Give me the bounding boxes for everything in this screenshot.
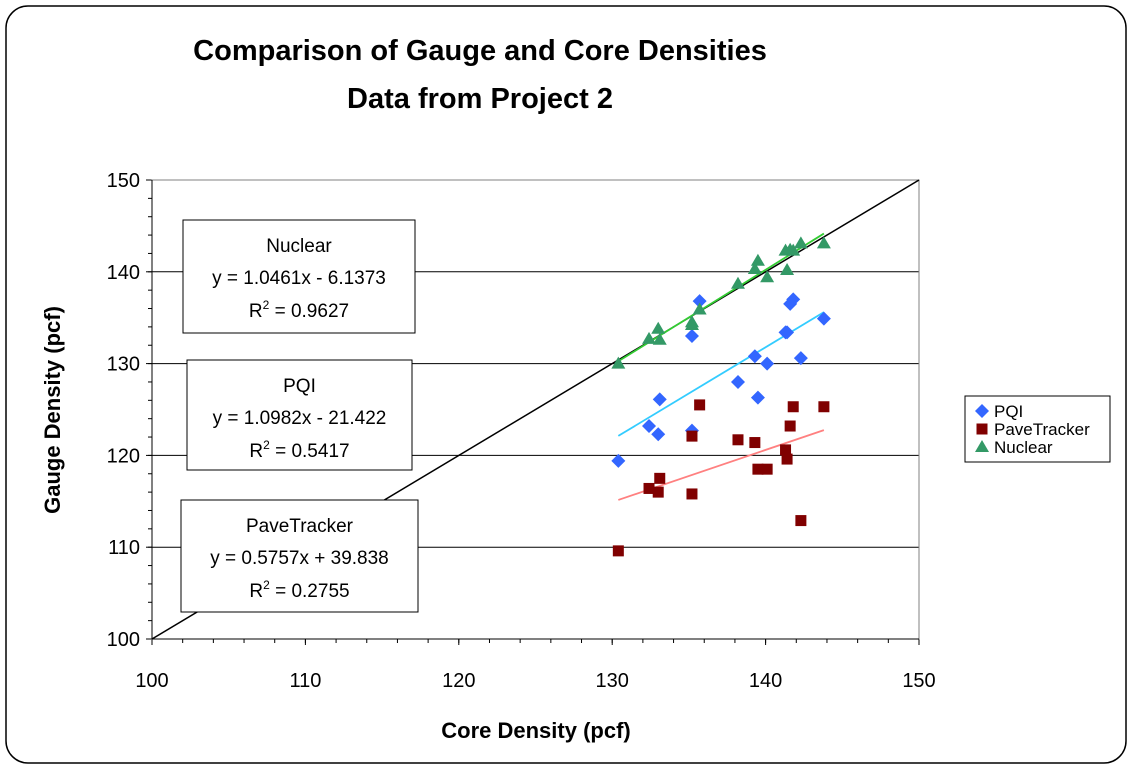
r2-sup: 2: [263, 298, 270, 312]
annotation-box: [182, 219, 416, 334]
x-axis-title: Core Density (pcf): [441, 718, 630, 743]
y-tick-label: 140: [107, 262, 140, 284]
data-point: [651, 321, 666, 334]
r2-rest: = 0.2755: [270, 581, 350, 602]
legend-marker: [976, 423, 988, 435]
x-tick-label: 110: [289, 670, 321, 692]
legend-marker: [975, 440, 989, 452]
data-point: [784, 420, 796, 432]
r2-rest: = 0.9627: [269, 301, 349, 322]
y-tick-label: 130: [107, 354, 140, 376]
annotation-box: [180, 499, 419, 613]
annotation-equation: y = 1.0982x - 21.422: [213, 408, 387, 429]
data-point: [793, 351, 808, 366]
data-point: [780, 444, 792, 456]
data-point: [692, 294, 707, 309]
data-point: [793, 236, 808, 249]
annotation-r2: R2 = 0.5417: [249, 438, 349, 462]
data-point: [642, 331, 657, 344]
data-point: [780, 262, 795, 275]
data-point: [652, 486, 664, 498]
data-point: [760, 356, 775, 371]
data-point: [786, 243, 801, 256]
r2-rest: = 0.5417: [270, 441, 350, 462]
data-point: [643, 482, 655, 494]
data-point: [642, 419, 657, 434]
y-tick-label: 120: [107, 445, 140, 467]
annotation-name: PaveTracker: [246, 516, 354, 537]
data-point: [747, 349, 762, 364]
data-point: [612, 545, 624, 557]
data-point: [781, 453, 793, 465]
data-point: [816, 311, 831, 326]
data-point: [750, 253, 765, 266]
data-point: [752, 463, 764, 475]
annotation-equation: y = 0.5757x + 39.838: [210, 548, 389, 569]
data-point: [818, 401, 830, 413]
r2-base: R: [249, 441, 263, 462]
annotation-r2: R2 = 0.2755: [249, 578, 349, 602]
data-point: [652, 392, 667, 407]
y-tick-label: 100: [107, 629, 140, 651]
annotation-name: Nuclear: [266, 236, 332, 257]
data-point: [730, 374, 745, 389]
data-point: [611, 356, 626, 369]
data-point: [692, 302, 707, 315]
data-point: [749, 437, 761, 449]
data-point: [611, 453, 626, 468]
x-tick-label: 140: [749, 670, 782, 692]
data-point: [684, 329, 699, 344]
x-tick-label: 150: [902, 670, 935, 692]
legend-label: Nuclear: [994, 438, 1053, 457]
data-point: [654, 472, 666, 484]
y-tick-label: 110: [108, 537, 140, 559]
data-point: [795, 515, 807, 527]
data-point: [760, 270, 775, 283]
y-tick-label: 150: [107, 170, 140, 192]
data-point: [732, 434, 744, 446]
x-tick-label: 130: [596, 670, 629, 692]
r2-base: R: [249, 301, 263, 322]
chart-frame: [5, 5, 1127, 764]
legend-marker: [975, 404, 989, 418]
data-point: [684, 318, 699, 331]
data-point: [686, 488, 698, 500]
legend-label: PQI: [994, 402, 1023, 421]
annotation-name: PQI: [283, 376, 316, 397]
legend-box: [964, 395, 1111, 463]
data-point: [652, 332, 667, 345]
annotation-r2: R2 = 0.9627: [249, 298, 349, 322]
r2-base: R: [249, 581, 263, 602]
data-point: [761, 463, 773, 475]
data-point: [686, 430, 698, 442]
r2-sup: 2: [263, 578, 270, 592]
data-point: [694, 399, 706, 411]
x-tick-label: 120: [442, 670, 475, 692]
data-point: [747, 262, 762, 275]
r2-sup: 2: [263, 438, 270, 452]
chart-title: Comparison of Gauge and Core Densities: [193, 35, 767, 67]
annotation-equation: y = 1.0461x - 6.1373: [212, 268, 386, 289]
x-tick-label: 100: [135, 670, 168, 692]
data-point: [651, 427, 666, 442]
y-axis-title: Gauge Density (pcf): [40, 306, 65, 514]
data-point: [816, 236, 831, 249]
data-point: [786, 292, 801, 307]
data-point: [780, 325, 795, 340]
data-point: [750, 390, 765, 405]
chart-subtitle: Data from Project 2: [347, 83, 613, 115]
data-point: [730, 276, 745, 289]
data-point: [787, 401, 799, 413]
legend-label: PaveTracker: [994, 420, 1090, 439]
annotation-box: [186, 359, 413, 471]
